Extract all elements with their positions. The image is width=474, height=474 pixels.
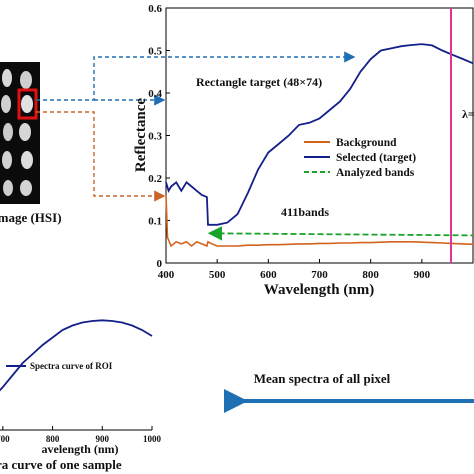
lambda-label: λ= [462,107,474,121]
x-tick-label: 900 [414,269,431,281]
y-tick-label: 0.4 [148,88,162,100]
legend-label-selected: Selected (target) [336,152,416,164]
series-lines [165,43,474,248]
small-x-tick-label: 700 [0,434,10,444]
legend: Background Selected (target) Analyzed ba… [304,137,416,179]
connector-arrows [36,51,356,202]
y-tick-label: 0.1 [148,216,162,228]
one-sample-caption: ra curve of one sample [0,457,122,472]
y-tick-label: 0.5 [148,46,162,58]
grain-6 [19,123,31,141]
small-series-lines [0,319,153,392]
y-tick-label: 0.6 [148,3,162,15]
grain-3 [1,95,11,113]
x-axis-label: Wavelength (nm) [264,282,374,298]
small-x-tick-label: 900 [96,434,110,444]
x-tick-label: 600 [260,269,277,281]
target-annotation: Rectangle target (48×74) [196,75,322,89]
roi-legend-label: Spectra curve of ROI [30,361,113,371]
grain-10 [20,180,32,196]
analyzed-bands-line [207,226,474,241]
background-series-line [165,194,474,248]
y-tick-label: 0.3 [148,131,162,143]
grain-4 [21,95,33,113]
grain-7 [2,151,12,169]
x-tick-label: 500 [209,269,226,281]
selected-series-line [165,43,474,226]
x-tick-label: 400 [158,269,175,281]
legend-label-analyzed: Analyzed bands [336,167,415,179]
blue-dashed-arrow [36,51,356,101]
x-tick-label: 800 [362,269,379,281]
bands-annotation: 411bands [281,205,329,219]
y-axis-label: Reflectance [133,98,149,172]
grain-2 [20,71,32,89]
hsi-label: image (HSI) [0,210,62,225]
tick-marks: 400 500 600 700 800 900 0 0.1 0.2 0.3 0.4 0.5 0.6 [148,3,430,281]
y-tick-label: 0 [157,258,163,270]
mean-spectra-label: Mean spectra of all pixel [254,371,391,386]
reflectance-chart: 400 500 600 700 800 900 0 0.1 0.2 0.3 0.4 0.5 0.6 λ=… [133,3,474,298]
grain-8 [21,151,33,169]
grain-9 [3,180,13,196]
legend-label-background: Background [336,137,397,149]
small-x-axis-label: avelength (nm) [42,442,119,456]
grain-1 [2,69,12,87]
hsi-thumbnail [0,62,40,204]
grain-5 [3,123,13,141]
small-x-tick-label: 800 [46,434,60,444]
roi-box [17,88,38,120]
x-tick-label: 700 [311,269,328,281]
y-tick-label: 0.2 [148,173,162,185]
small-tick-marks: 700 800 900 1000 [0,426,162,444]
orange-dashed-arrow [36,111,166,202]
roi-spectra-line [0,319,153,392]
small-x-tick-label: 1000 [143,434,162,444]
one-sample-chart: 700 800 900 1000 Spectra curve of ROI avele… [0,319,162,456]
